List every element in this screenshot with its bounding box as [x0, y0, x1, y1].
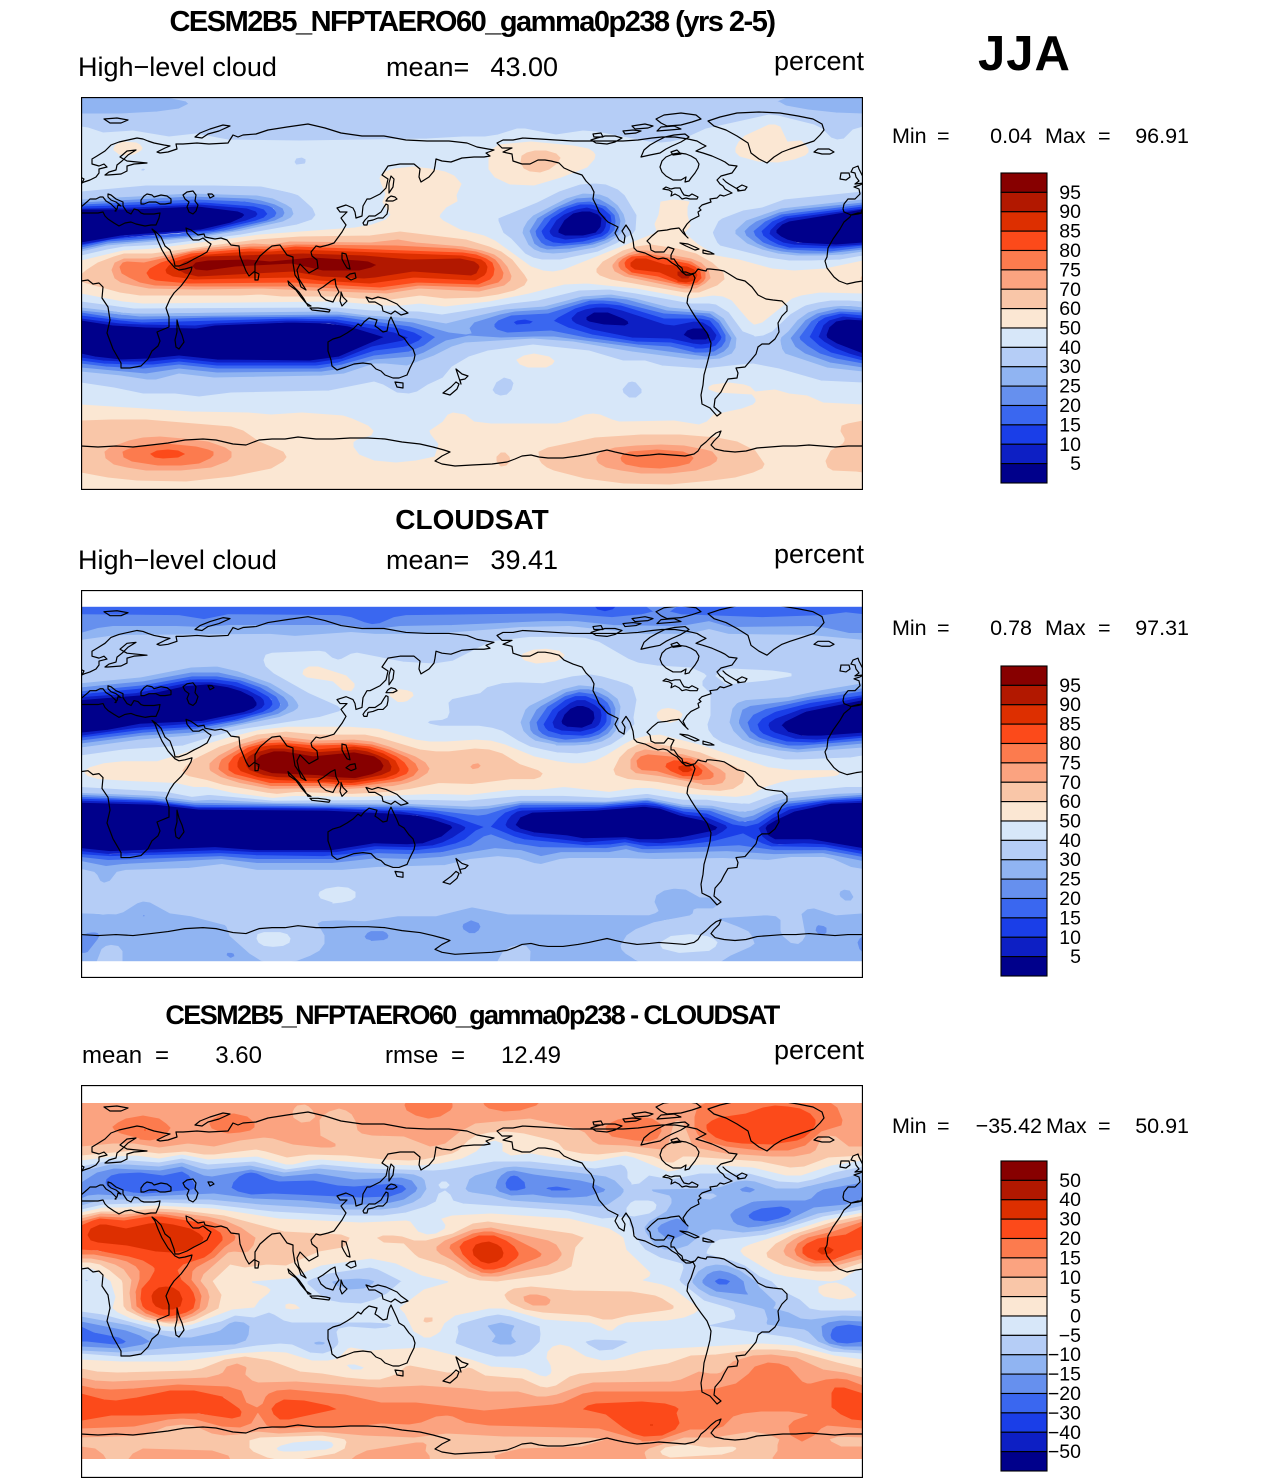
svg-text:20: 20: [1059, 1228, 1081, 1250]
svg-text:40: 40: [1059, 830, 1081, 852]
svg-text:95: 95: [1059, 675, 1081, 697]
svg-text:30: 30: [1059, 356, 1081, 378]
svg-text:5: 5: [1070, 946, 1081, 968]
svg-text:70: 70: [1059, 772, 1081, 794]
svg-text:40: 40: [1059, 1189, 1081, 1211]
svg-text:10: 10: [1059, 1267, 1081, 1289]
svg-text:15: 15: [1059, 1247, 1081, 1269]
svg-text:60: 60: [1059, 791, 1081, 813]
svg-text:15: 15: [1059, 414, 1081, 436]
svg-text:−50: −50: [1048, 1441, 1081, 1463]
svg-text:30: 30: [1059, 1209, 1081, 1231]
svg-text:15: 15: [1059, 907, 1081, 929]
svg-text:20: 20: [1059, 888, 1081, 910]
svg-text:−20: −20: [1048, 1383, 1081, 1405]
svg-text:20: 20: [1059, 395, 1081, 417]
svg-text:95: 95: [1059, 182, 1081, 204]
svg-text:75: 75: [1059, 752, 1081, 774]
svg-text:90: 90: [1059, 694, 1081, 716]
svg-text:60: 60: [1059, 298, 1081, 320]
svg-text:25: 25: [1059, 376, 1081, 398]
svg-text:−5: −5: [1059, 1325, 1081, 1347]
svg-text:90: 90: [1059, 201, 1081, 223]
svg-text:80: 80: [1059, 733, 1081, 755]
svg-text:0: 0: [1070, 1306, 1081, 1328]
svg-text:70: 70: [1059, 279, 1081, 301]
svg-text:40: 40: [1059, 337, 1081, 359]
svg-text:75: 75: [1059, 259, 1081, 281]
svg-text:−30: −30: [1048, 1402, 1081, 1424]
svg-text:−10: −10: [1048, 1344, 1081, 1366]
svg-text:−40: −40: [1048, 1422, 1081, 1444]
svg-text:10: 10: [1059, 434, 1081, 456]
svg-text:30: 30: [1059, 849, 1081, 871]
svg-text:80: 80: [1059, 240, 1081, 262]
svg-text:25: 25: [1059, 869, 1081, 891]
svg-text:85: 85: [1059, 221, 1081, 243]
svg-text:50: 50: [1059, 811, 1081, 833]
svg-text:85: 85: [1059, 714, 1081, 736]
svg-text:10: 10: [1059, 927, 1081, 949]
svg-text:50: 50: [1059, 1170, 1081, 1192]
svg-text:5: 5: [1070, 1286, 1081, 1308]
svg-text:50: 50: [1059, 318, 1081, 340]
svg-text:−15: −15: [1048, 1364, 1081, 1386]
svg-text:5: 5: [1070, 453, 1081, 475]
